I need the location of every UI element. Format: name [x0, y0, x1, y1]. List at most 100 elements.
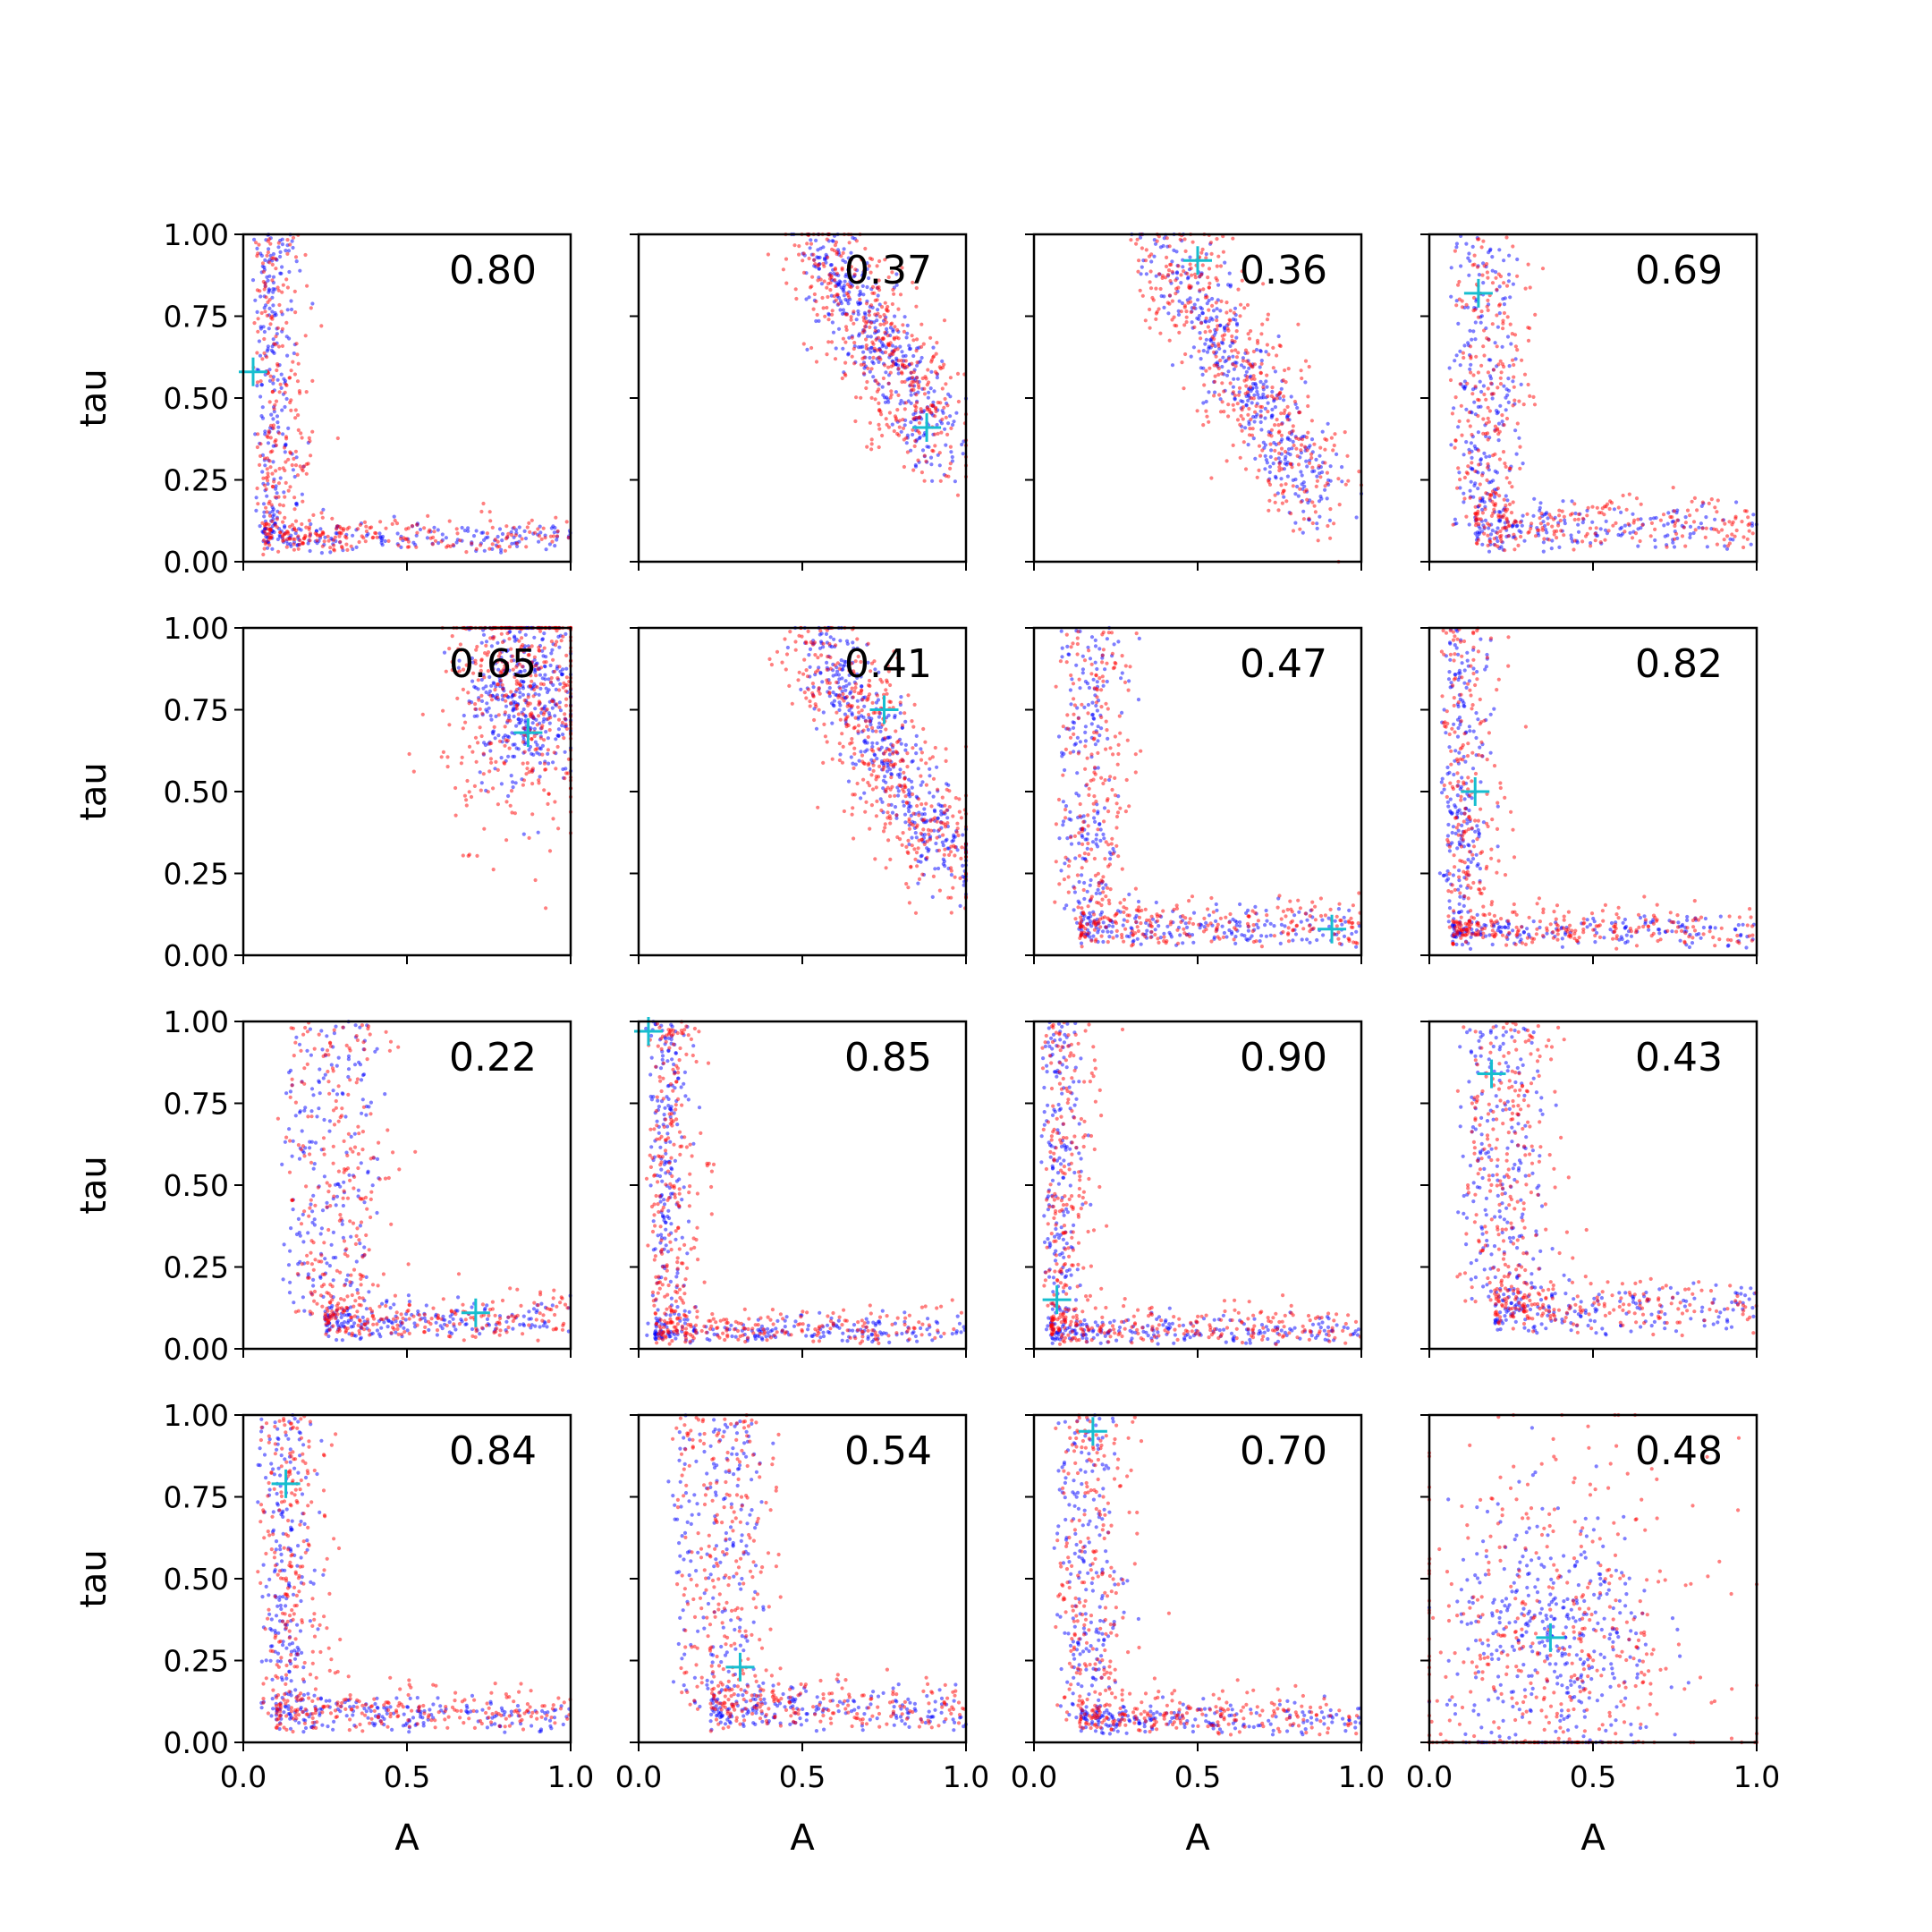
data-point-red	[911, 417, 916, 421]
data-point-red	[335, 436, 340, 441]
data-point-red	[813, 653, 818, 657]
data-point-blue	[542, 664, 547, 668]
data-point-red	[311, 513, 316, 518]
data-point-red	[884, 688, 888, 692]
data-point-red	[880, 433, 885, 438]
data-point-red	[1298, 487, 1302, 491]
data-point-red	[1555, 536, 1559, 540]
data-point-red	[877, 764, 882, 769]
data-point-red	[1593, 531, 1597, 536]
data-point-blue	[895, 773, 901, 777]
data-point-red	[1512, 375, 1516, 379]
data-point-blue	[1162, 305, 1166, 309]
data-point-red	[843, 312, 848, 317]
data-point-red	[1499, 370, 1504, 375]
data-point-blue	[1479, 404, 1483, 409]
data-point-red	[1158, 331, 1163, 335]
data-point-red	[821, 306, 826, 310]
data-point-blue	[1236, 377, 1241, 381]
data-point-red	[1673, 521, 1677, 525]
data-point-red	[808, 699, 812, 704]
data-point-red	[802, 657, 807, 662]
data-point-red	[1703, 535, 1707, 540]
data-point-blue	[1479, 389, 1484, 394]
data-point-red	[1265, 373, 1269, 377]
data-point-blue	[1269, 413, 1274, 418]
data-point-blue	[1483, 518, 1487, 523]
data-point-red	[1526, 338, 1531, 343]
data-point-red	[1538, 516, 1542, 521]
data-point-red	[439, 539, 444, 544]
data-point-red	[1251, 349, 1256, 354]
data-point-red	[873, 328, 877, 333]
data-point-red	[887, 352, 892, 357]
data-point-red	[921, 827, 926, 832]
data-point-red	[1343, 430, 1347, 435]
data-point-red	[1470, 392, 1475, 396]
data-point-red	[1741, 535, 1746, 539]
data-point-red	[528, 530, 532, 535]
data-point-blue	[1449, 266, 1453, 270]
data-point-red	[1220, 371, 1224, 376]
data-point-blue	[530, 721, 535, 725]
data-point-red	[460, 755, 464, 759]
data-point-red	[1299, 369, 1303, 373]
data-point-red	[315, 538, 319, 543]
data-point-red	[1484, 397, 1488, 402]
data-point-blue	[902, 803, 906, 808]
data-point-red	[268, 527, 273, 532]
data-point-blue	[1263, 923, 1267, 928]
data-point-red	[1498, 382, 1504, 386]
data-point-blue	[1520, 523, 1524, 528]
data-point-red	[948, 376, 953, 380]
data-point-red	[525, 525, 530, 530]
data-point-red	[479, 509, 484, 514]
data-point-red	[283, 390, 287, 394]
data-point-blue	[818, 671, 823, 675]
data-point-red	[792, 243, 797, 248]
data-point-red	[338, 539, 343, 544]
data-point-blue	[1519, 530, 1523, 535]
data-point-blue	[929, 369, 934, 374]
data-point-red	[1267, 482, 1273, 487]
data-point-blue	[1295, 405, 1300, 411]
data-point-blue	[1335, 452, 1339, 456]
data-point-red	[1476, 448, 1481, 453]
data-point-red	[549, 675, 554, 681]
data-point-blue	[267, 247, 271, 251]
data-point-red	[959, 856, 963, 861]
data-point-blue	[521, 707, 526, 712]
data-point-red	[260, 357, 265, 361]
data-point-red	[819, 653, 824, 657]
data-point-red	[1306, 403, 1310, 409]
data-point-blue	[814, 726, 819, 731]
data-point-blue	[1636, 527, 1640, 531]
data-point-red	[1212, 394, 1216, 398]
data-point-red	[1165, 301, 1170, 305]
data-point-red	[880, 305, 885, 309]
data-point-red	[849, 318, 853, 322]
data-point-red	[563, 683, 568, 688]
data-point-red	[934, 405, 938, 410]
data-point-red	[814, 360, 819, 364]
data-point-blue	[868, 767, 872, 772]
data-point-red	[890, 784, 894, 789]
data-point-red	[1493, 452, 1497, 456]
panel-value-label: 0.36	[1240, 248, 1327, 293]
data-point-blue	[1181, 941, 1185, 945]
data-point-blue	[830, 721, 835, 725]
data-point-blue	[958, 903, 962, 909]
data-point-red	[360, 534, 364, 538]
data-point-red	[1535, 528, 1540, 532]
data-point-red	[917, 420, 922, 425]
data-point-blue	[926, 395, 930, 400]
data-point-blue	[1749, 542, 1753, 547]
data-point-red	[959, 816, 963, 820]
data-point-red	[883, 736, 887, 741]
data-point-red	[362, 520, 368, 525]
data-point-blue	[1199, 366, 1203, 370]
data-point-red	[884, 417, 888, 421]
data-point-red	[277, 431, 282, 436]
data-point-red	[262, 529, 267, 534]
data-point-red	[1453, 438, 1458, 443]
